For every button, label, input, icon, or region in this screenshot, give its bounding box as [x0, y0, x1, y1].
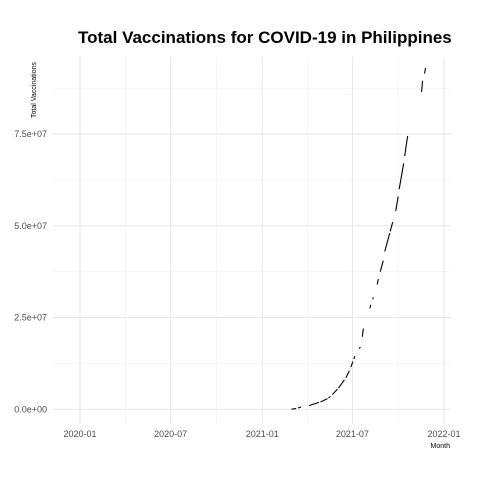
series-line-segment — [345, 370, 350, 379]
y-tick-label: 5.0e+07 — [14, 221, 47, 231]
series-line-segment — [308, 401, 320, 407]
series-line-segment — [395, 196, 399, 212]
series-line-segment — [332, 388, 338, 396]
y-tick-label: 0.0e+00 — [14, 404, 47, 414]
series-line-segment — [328, 396, 331, 399]
series-line-segment — [337, 379, 345, 389]
x-tick-label: 2022-01 — [427, 429, 460, 439]
series-line-segment — [353, 355, 356, 360]
grid-lines — [53, 57, 451, 424]
series-line-segment — [369, 304, 372, 309]
series-line-segment — [291, 408, 297, 410]
y-tick-label: 7.5e+07 — [14, 129, 47, 139]
x-tick-label: 2020-07 — [154, 429, 187, 439]
series-line-segment — [297, 406, 302, 409]
series-line-segment — [361, 328, 364, 337]
x-tick-label: 2021-01 — [246, 429, 279, 439]
series-line-segment — [404, 135, 409, 157]
series-line-segment — [398, 163, 405, 190]
x-tick-label: 2021-07 — [336, 429, 369, 439]
series-total-vaccinations — [291, 67, 427, 410]
x-tick-label: 2020-01 — [63, 429, 96, 439]
series-line-segment — [389, 222, 394, 232]
y-tick-labels: 0.0e+00 2.5e+07 5.0e+07 7.5e+07 — [14, 129, 47, 414]
y-axis-label: Total Vaccinations — [31, 62, 38, 118]
y-tick-label: 2.5e+07 — [14, 313, 47, 323]
series-line-segment — [379, 260, 384, 272]
series-line-segment — [350, 361, 354, 368]
chart-title: Total Vaccinations for COVID-19 in Phili… — [78, 28, 452, 47]
series-line-segment — [384, 233, 391, 252]
series-line-segment — [376, 278, 379, 285]
series-line-segment — [424, 67, 427, 74]
series-line-segment — [320, 398, 328, 403]
series-line-segment — [421, 80, 424, 92]
series-line-segment — [372, 297, 374, 300]
x-axis-label: Month — [431, 443, 451, 450]
x-tick-labels: 2020-01 2020-07 2021-01 2021-07 2022-01 — [63, 429, 460, 439]
series-line-segment — [358, 346, 361, 350]
